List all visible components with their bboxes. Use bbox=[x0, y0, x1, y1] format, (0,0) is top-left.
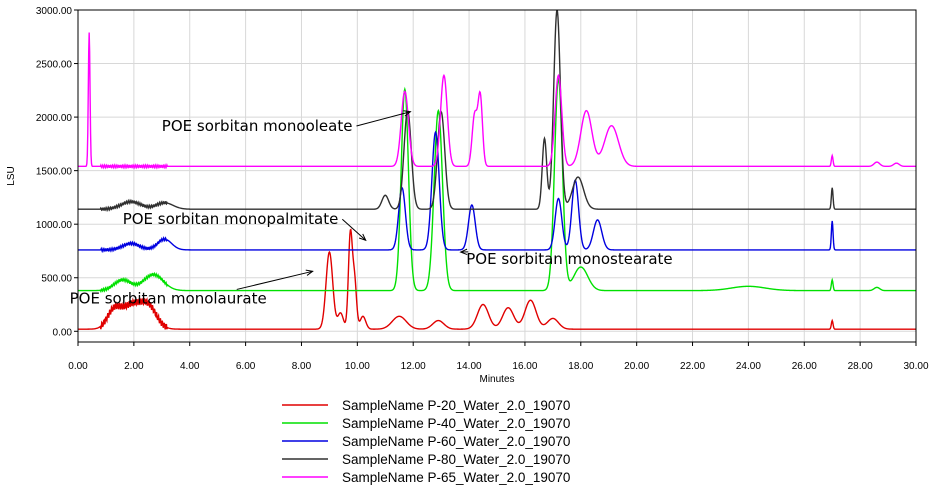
legend-entry: SampleName P-60_Water_2.0_19070 bbox=[342, 434, 570, 449]
x-tick-label: 2.00 bbox=[124, 361, 144, 372]
x-tick-label: 12.00 bbox=[401, 361, 426, 372]
x-tick-label: 18.00 bbox=[568, 361, 593, 372]
x-tick-label: 10.00 bbox=[345, 361, 370, 372]
legend-entry: SampleName P-40_Water_2.0_19070 bbox=[342, 416, 570, 431]
y-tick-label: 2500.00 bbox=[36, 60, 73, 71]
x-axis-label: Minutes bbox=[479, 374, 514, 385]
annotation-arrowhead bbox=[403, 110, 412, 117]
x-tick-label: 22.00 bbox=[680, 361, 705, 372]
x-tick-label: 24.00 bbox=[736, 361, 761, 372]
x-tick-label: 8.00 bbox=[292, 361, 312, 372]
x-tick-label: 0.00 bbox=[68, 361, 88, 372]
x-tick-label: 16.00 bbox=[512, 361, 537, 372]
series-line-5 bbox=[78, 32, 916, 170]
annotation-arrowhead bbox=[459, 248, 468, 256]
x-tick-label: 30.00 bbox=[903, 361, 928, 372]
x-tick-label: 4.00 bbox=[180, 361, 200, 372]
x-tick-label: 20.00 bbox=[624, 361, 649, 372]
x-tick-label: 14.00 bbox=[457, 361, 482, 372]
legend-entry: SampleName P-20_Water_2.0_19070 bbox=[342, 398, 570, 413]
y-tick-label: 3000.00 bbox=[36, 6, 73, 17]
x-tick-label: 6.00 bbox=[236, 361, 256, 372]
annotation-arrowhead bbox=[358, 233, 367, 242]
annotation-arrow bbox=[341, 218, 367, 241]
series-line-4 bbox=[78, 9, 916, 212]
x-tick-label: 26.00 bbox=[792, 361, 817, 372]
x-tick-label: 28.00 bbox=[848, 361, 873, 372]
annotation-label: POE sorbitan monooleate bbox=[162, 117, 353, 135]
y-tick-label: 0.00 bbox=[53, 327, 73, 338]
series-lines bbox=[78, 9, 916, 330]
axis-ticks: 0.00 2.00 4.00 6.00 8.00 10.00 12.00 14.00 16.00… bbox=[36, 6, 929, 372]
series-line-1 bbox=[78, 228, 916, 330]
legend-entry: SampleName P-80_Water_2.0_19070 bbox=[342, 452, 570, 467]
annotation-label: POE sorbitan monopalmitate bbox=[123, 210, 339, 228]
annotation-label: POE sorbitan monostearate bbox=[466, 250, 672, 268]
annotation-arrowhead bbox=[305, 269, 314, 276]
y-tick-label: 1000.00 bbox=[36, 220, 73, 231]
plot-frame bbox=[77, 9, 917, 343]
series-line-3 bbox=[78, 130, 916, 254]
legend: SampleName P-20_Water_2.0_19070 SampleNam… bbox=[282, 398, 570, 485]
y-axis-label: LSU bbox=[6, 166, 17, 185]
annotation-label: POE sorbitan monolaurate bbox=[70, 289, 267, 307]
series-line-2 bbox=[78, 76, 916, 294]
annotations: POE sorbitan monooleate POE sorbitan mono… bbox=[70, 110, 673, 307]
y-tick-label: 500.00 bbox=[41, 274, 72, 285]
y-tick-label: 1500.00 bbox=[36, 167, 73, 178]
legend-entry: SampleName P-65_Water_2.0_19070 bbox=[342, 470, 570, 485]
y-tick-label: 2000.00 bbox=[36, 113, 73, 124]
annotation-arrow bbox=[356, 111, 411, 127]
annotation-arrow bbox=[236, 270, 313, 290]
